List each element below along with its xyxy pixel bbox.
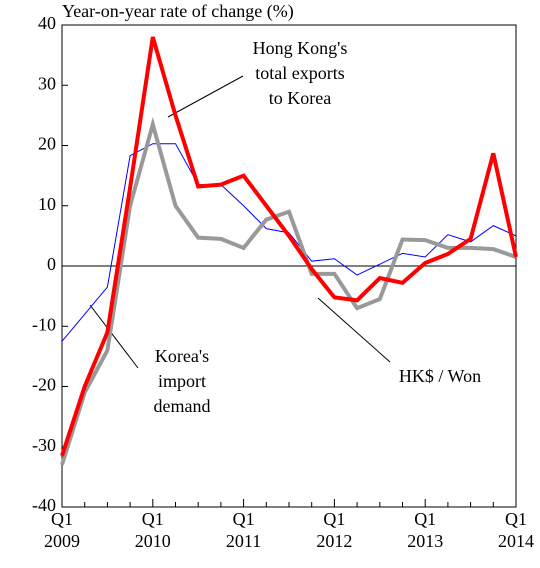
pointer [89,304,139,369]
y-tick-label: 10 [38,194,56,214]
y-tick-label: 30 [38,73,56,93]
x-tick-label: Q1 2011 [225,509,262,551]
y-tick-label: -10 [32,314,56,334]
x-tick-label: Q1 2013 [407,509,444,551]
x-tick-label: Q1 2014 [498,509,534,551]
annotation: HK$ / Won [399,366,481,386]
annotation: Korea's [155,346,209,366]
annotation: import [158,371,206,391]
y-tick-label: 20 [38,134,56,154]
annotation: demand [154,396,211,416]
y-axis-label: Year-on-year rate of change (%) [62,1,294,22]
annotation: to Korea [269,88,331,108]
x-tick-label: Q1 2009 [44,509,80,551]
pointer [167,75,244,118]
y-tick-label: 40 [38,13,56,33]
x-tick-label: Q1 2012 [316,509,353,551]
x-tick-label: Q1 2010 [134,509,171,551]
y-tick-label: -20 [32,375,56,395]
y-tick-label: -40 [32,495,56,515]
series-line [61,143,517,342]
pointer [317,297,391,363]
y-tick-label: 0 [47,254,56,274]
y-tick-label: -30 [32,435,56,455]
annotation: total exports [255,63,344,83]
series-line [60,36,518,457]
series-line [60,116,517,466]
annotation: Hong Kong's [253,38,348,58]
